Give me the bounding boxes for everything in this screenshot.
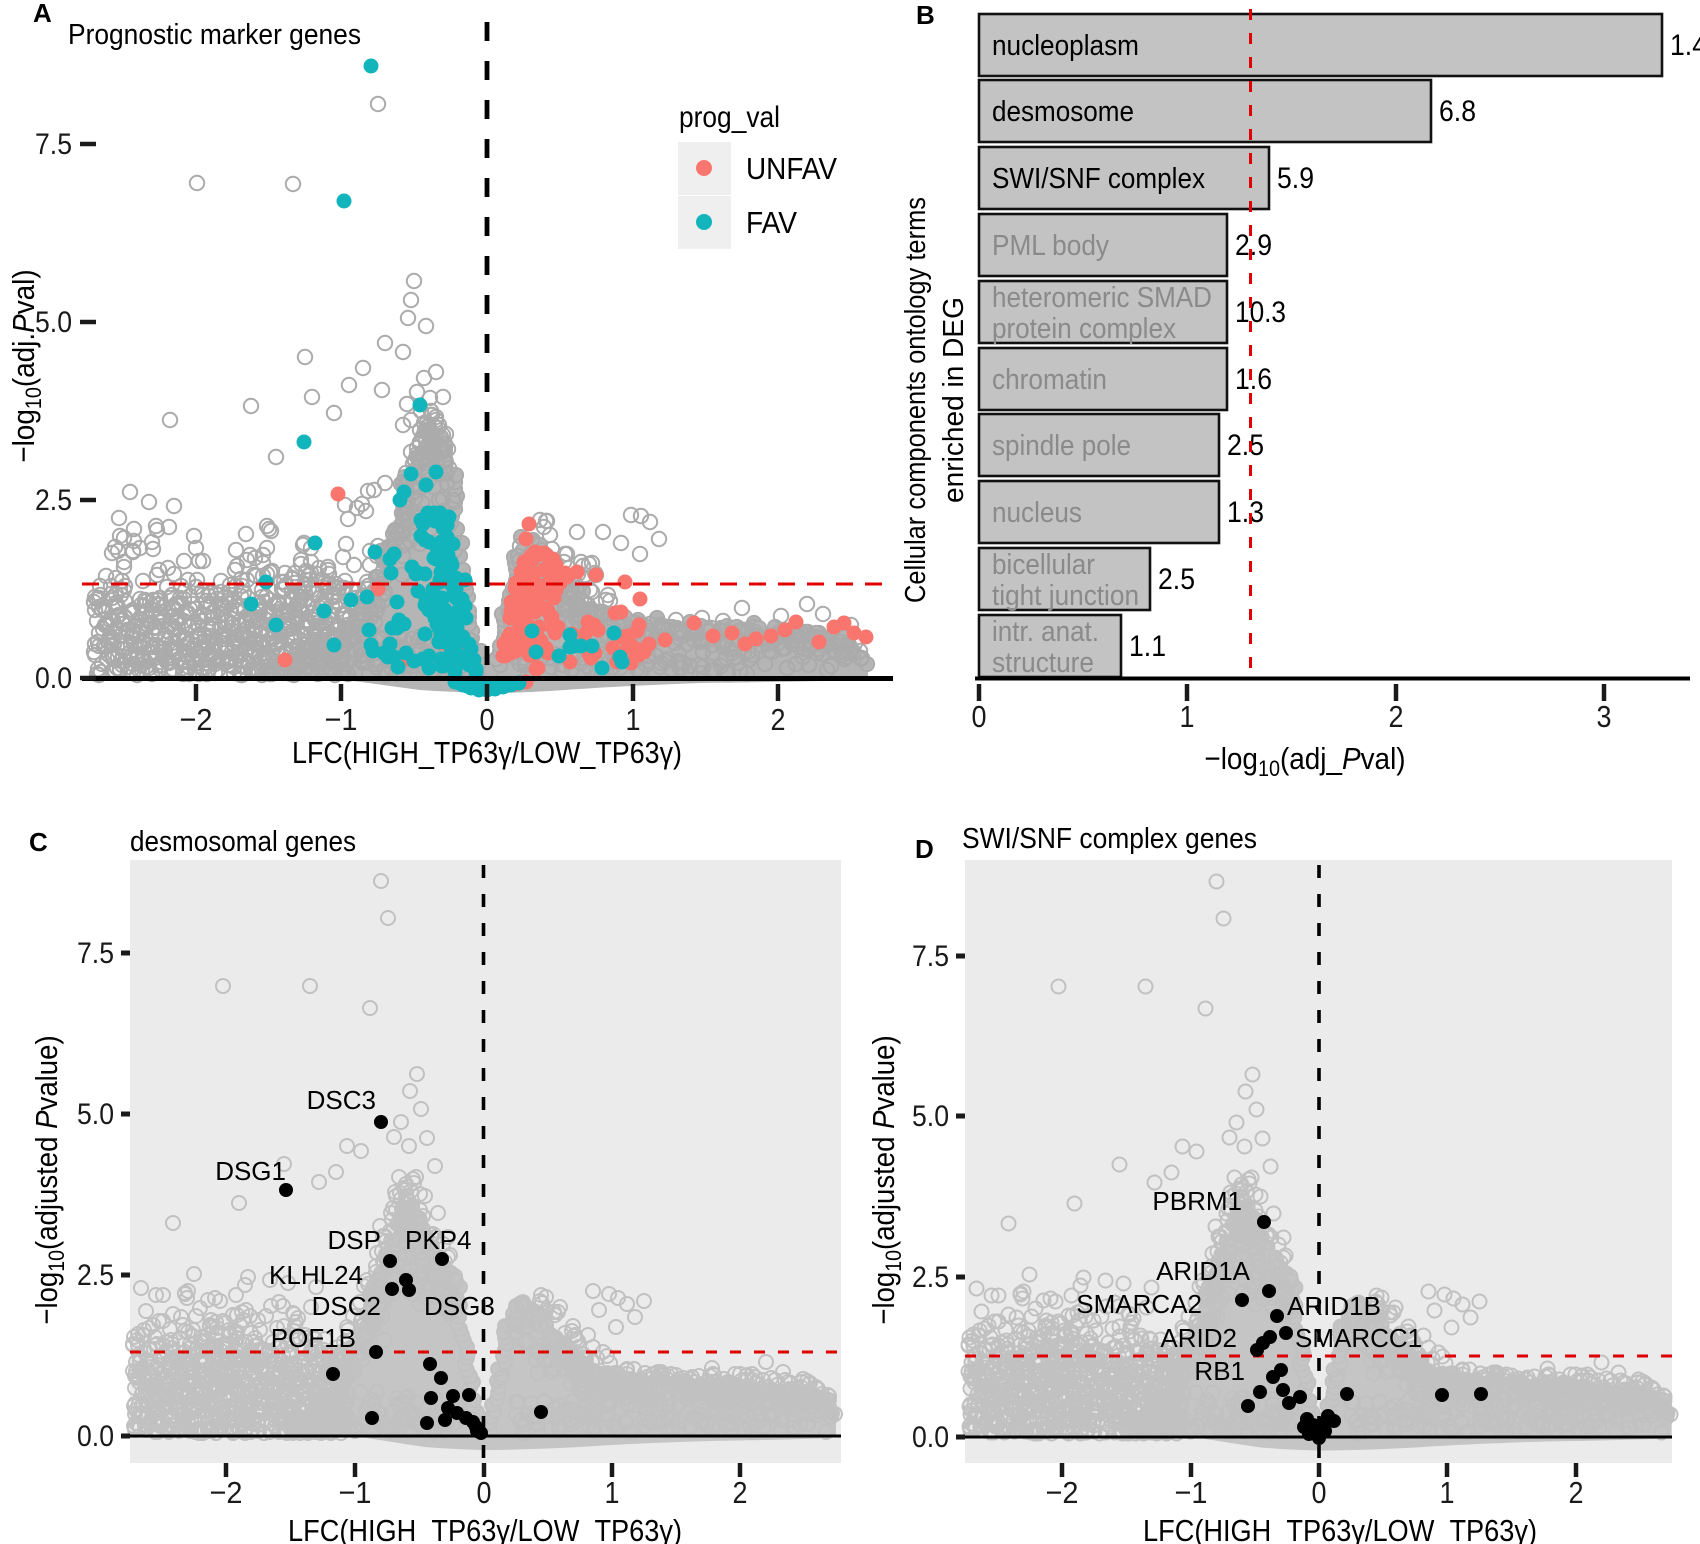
svg-text:DSC2: DSC2 <box>312 1291 381 1321</box>
svg-text:RB1: RB1 <box>1194 1356 1245 1386</box>
svg-text:tight junction: tight junction <box>992 580 1139 612</box>
svg-text:prog_val: prog_val <box>679 101 780 134</box>
svg-text:−log10(adjusted Pvalue): −log10(adjusted Pvalue) <box>867 1035 907 1324</box>
svg-text:5.0: 5.0 <box>912 1100 949 1133</box>
svg-text:−log10(adjusted Pvalue): −log10(adjusted Pvalue) <box>30 1035 70 1324</box>
svg-text:0: 0 <box>1312 1475 1327 1510</box>
svg-text:0: 0 <box>477 1475 492 1510</box>
svg-text:2.5: 2.5 <box>35 484 72 517</box>
svg-text:1.4: 1.4 <box>1670 29 1700 62</box>
svg-text:A: A <box>33 0 52 28</box>
svg-text:intr. anat.: intr. anat. <box>992 616 1099 648</box>
svg-text:DSG3: DSG3 <box>424 1291 495 1321</box>
svg-text:2: 2 <box>1569 1475 1584 1510</box>
svg-text:bicellular: bicellular <box>992 549 1095 581</box>
svg-text:0.0: 0.0 <box>912 1421 949 1454</box>
svg-text:−2: −2 <box>210 1475 243 1510</box>
svg-text:0: 0 <box>972 699 987 734</box>
svg-text:5.0: 5.0 <box>35 306 72 339</box>
svg-text:2: 2 <box>1389 699 1404 734</box>
svg-text:SMARCC1: SMARCC1 <box>1295 1323 1422 1353</box>
svg-text:2.5: 2.5 <box>912 1261 949 1294</box>
svg-text:C: C <box>29 827 48 857</box>
svg-text:1.6: 1.6 <box>1235 363 1272 396</box>
svg-text:FAV: FAV <box>746 205 797 240</box>
svg-text:2.5: 2.5 <box>1158 563 1195 596</box>
svg-text:Prognostic marker genes: Prognostic marker genes <box>68 19 361 51</box>
svg-text:0: 0 <box>480 702 495 737</box>
svg-text:PBRM1: PBRM1 <box>1152 1186 1242 1216</box>
svg-text:1: 1 <box>605 1475 620 1510</box>
svg-text:structure: structure <box>992 647 1094 679</box>
svg-text:B: B <box>916 0 935 30</box>
svg-text:0.0: 0.0 <box>77 1420 114 1453</box>
svg-text:SWI/SNF complex: SWI/SNF complex <box>992 163 1205 195</box>
svg-text:protein complex: protein complex <box>992 313 1176 345</box>
svg-text:7.5: 7.5 <box>77 937 114 970</box>
svg-text:LFC(HIGH_TP63γ/LOW_TP63γ): LFC(HIGH_TP63γ/LOW_TP63γ) <box>288 1513 682 1544</box>
svg-text:LFC(HIGH_TP63γ/LOW_TP63γ): LFC(HIGH_TP63γ/LOW_TP63γ) <box>1143 1513 1537 1544</box>
svg-text:2.9: 2.9 <box>1235 229 1272 262</box>
svg-text:1: 1 <box>626 702 641 737</box>
svg-text:Cellular components ontology t: Cellular components ontology terms <box>900 197 932 603</box>
svg-text:PML body: PML body <box>992 230 1109 262</box>
svg-text:2.5: 2.5 <box>77 1259 114 1292</box>
svg-text:−2: −2 <box>180 702 213 737</box>
svg-text:LFC(HIGH_TP63γ/LOW_TP63γ): LFC(HIGH_TP63γ/LOW_TP63γ) <box>292 735 682 770</box>
svg-text:nucleus: nucleus <box>992 497 1082 529</box>
svg-text:−1: −1 <box>339 1475 372 1510</box>
svg-text:5.0: 5.0 <box>77 1098 114 1131</box>
svg-text:2: 2 <box>771 702 786 737</box>
svg-text:1: 1 <box>1180 699 1195 734</box>
svg-text:ARID2: ARID2 <box>1160 1323 1237 1353</box>
svg-text:−log10(adj_Pval): −log10(adj_Pval) <box>1204 742 1405 782</box>
svg-text:heteromeric SMAD: heteromeric SMAD <box>992 282 1212 314</box>
svg-text:SWI/SNF complex genes: SWI/SNF complex genes <box>962 823 1257 855</box>
svg-text:5.9: 5.9 <box>1277 162 1314 195</box>
svg-text:desmosomal genes: desmosomal genes <box>130 826 356 858</box>
svg-text:2.5: 2.5 <box>1227 429 1264 462</box>
svg-text:POF1B: POF1B <box>271 1323 356 1353</box>
svg-text:ARID1A: ARID1A <box>1156 1256 1251 1286</box>
svg-text:7.5: 7.5 <box>35 128 72 161</box>
svg-text:enriched in DEG: enriched in DEG <box>938 297 970 503</box>
svg-text:DSC3: DSC3 <box>307 1085 376 1115</box>
svg-text:SMARCA2: SMARCA2 <box>1076 1289 1202 1319</box>
svg-text:−1: −1 <box>1175 1475 1208 1510</box>
svg-text:−2: −2 <box>1046 1475 1079 1510</box>
svg-text:2: 2 <box>733 1475 748 1510</box>
svg-text:KLHL24: KLHL24 <box>269 1260 363 1290</box>
svg-text:nucleoplasm: nucleoplasm <box>992 30 1139 62</box>
svg-text:3: 3 <box>1597 699 1612 734</box>
svg-text:D: D <box>915 834 934 864</box>
svg-text:0.0: 0.0 <box>35 662 72 695</box>
svg-text:ARID1B: ARID1B <box>1287 1291 1381 1321</box>
svg-text:7.5: 7.5 <box>912 940 949 973</box>
svg-text:6.8: 6.8 <box>1439 95 1476 128</box>
svg-text:PKP4: PKP4 <box>405 1225 472 1255</box>
svg-text:−1: −1 <box>325 702 358 737</box>
svg-text:−log10(adj.Pval): −log10(adj.Pval) <box>7 269 47 462</box>
svg-text:spindle pole: spindle pole <box>992 430 1131 462</box>
svg-text:chromatin: chromatin <box>992 364 1107 396</box>
svg-text:1.1: 1.1 <box>1129 630 1166 663</box>
svg-text:10.3: 10.3 <box>1235 296 1286 329</box>
svg-text:1: 1 <box>1440 1475 1455 1510</box>
svg-text:DSP: DSP <box>328 1225 381 1255</box>
svg-text:UNFAV: UNFAV <box>746 151 837 186</box>
svg-text:1.3: 1.3 <box>1227 496 1264 529</box>
svg-text:desmosome: desmosome <box>992 96 1134 128</box>
svg-text:DSG1: DSG1 <box>215 1156 286 1186</box>
